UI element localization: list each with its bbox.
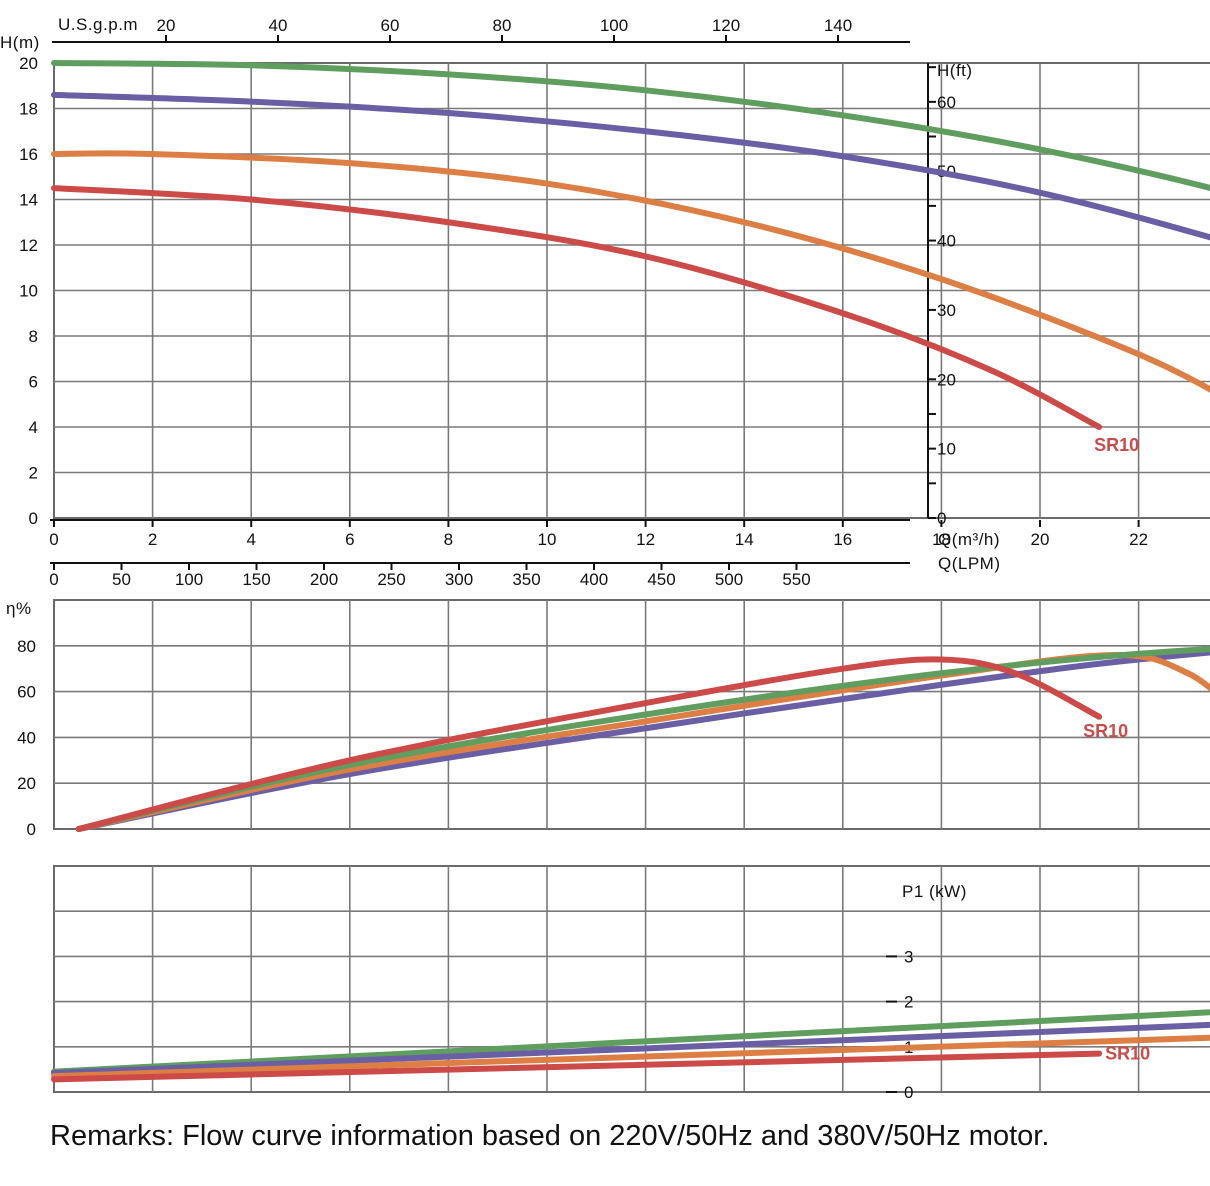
ft-tick-label: 20 bbox=[937, 370, 956, 389]
ft-axis-label: H(ft) bbox=[937, 61, 973, 80]
eff-curve-sr20 bbox=[75, 649, 1210, 832]
q-m3h-tick-label: 6 bbox=[345, 530, 354, 549]
pow-curve-sr20 bbox=[51, 1021, 1210, 1077]
head-y-tick: 12 bbox=[19, 236, 38, 255]
q-lpm-tick-label: 100 bbox=[175, 570, 203, 589]
head-curve-sr20 bbox=[51, 91, 1210, 241]
ft-tick-label: 10 bbox=[937, 440, 956, 459]
power-y-tick: 0 bbox=[904, 1083, 913, 1102]
q-m3h-tick-label: 20 bbox=[1031, 530, 1050, 549]
q-lpm-tick-label: 350 bbox=[512, 570, 540, 589]
efficiency-panel-frame bbox=[53, 599, 1210, 830]
q-lpm-tick-label: 50 bbox=[112, 570, 131, 589]
head-y-tick: 2 bbox=[29, 464, 38, 483]
head-y-tick: 20 bbox=[19, 54, 38, 73]
efficiency-y-tick: 80 bbox=[17, 637, 36, 656]
q-m3h-tick-label: 8 bbox=[444, 530, 453, 549]
pow-label-sr10: SR10 bbox=[1105, 1044, 1150, 1064]
gpm-axis-label: U.S.g.p.m bbox=[58, 15, 138, 34]
ft-tick-label: 60 bbox=[937, 93, 956, 112]
eff-curve-sr30 bbox=[75, 646, 1210, 832]
head-y-tick: 0 bbox=[29, 509, 38, 528]
pow-curve-sr10 bbox=[51, 1050, 1103, 1083]
head-label-sr10: SR10 bbox=[1094, 435, 1139, 455]
q-lpm-axis-label: Q(LPM) bbox=[938, 554, 1001, 573]
head-y-tick: 8 bbox=[29, 327, 38, 346]
efficiency-y-axis-label: η% bbox=[6, 599, 32, 618]
q-m3h-tick-label: 18 bbox=[932, 530, 951, 549]
head-y-tick: 16 bbox=[19, 145, 38, 164]
efficiency-y-tick: 0 bbox=[27, 820, 36, 839]
head-curve-sr30 bbox=[51, 60, 1210, 191]
gpm-tick-label: 120 bbox=[712, 16, 740, 35]
power-y-tick: 2 bbox=[904, 993, 913, 1012]
ft-tick-label: 0 bbox=[937, 509, 946, 528]
gpm-tick-label: 40 bbox=[269, 16, 288, 35]
q-lpm-tick-label: 200 bbox=[310, 570, 338, 589]
eff-curve-sr10 bbox=[75, 656, 1103, 832]
head-curve-sr10 bbox=[51, 185, 1103, 430]
efficiency-y-tick: 60 bbox=[17, 683, 36, 702]
q-lpm-tick-label: 500 bbox=[715, 570, 743, 589]
q-lpm-tick-label: 250 bbox=[377, 570, 405, 589]
gpm-tick-label: 60 bbox=[381, 16, 400, 35]
power-y-tick: 3 bbox=[904, 947, 913, 966]
q-lpm-tick-label: 300 bbox=[445, 570, 473, 589]
remarks-text: Remarks: Flow curve information based on… bbox=[50, 1120, 1050, 1152]
head-y-tick: 14 bbox=[19, 191, 38, 210]
efficiency-y-tick: 40 bbox=[17, 728, 36, 747]
q-m3h-tick-label: 12 bbox=[636, 530, 655, 549]
ft-tick-label: 40 bbox=[937, 232, 956, 251]
gpm-tick-label: 20 bbox=[157, 16, 176, 35]
gpm-tick-label: 80 bbox=[493, 16, 512, 35]
head-y-tick: 18 bbox=[19, 100, 38, 119]
head-y-tick: 4 bbox=[29, 418, 38, 437]
eff-label-sr10: SR10 bbox=[1083, 721, 1128, 741]
gpm-tick-label: 140 bbox=[824, 16, 852, 35]
q-m3h-tick-label: 0 bbox=[49, 530, 58, 549]
q-lpm-tick-label: 0 bbox=[49, 570, 58, 589]
power-y-axis-label: P1 (kW) bbox=[902, 882, 967, 901]
q-m3h-tick-label: 4 bbox=[246, 530, 255, 549]
efficiency-y-tick: 20 bbox=[17, 774, 36, 793]
q-m3h-tick-label: 22 bbox=[1129, 530, 1148, 549]
q-lpm-tick-label: 450 bbox=[647, 570, 675, 589]
q-m3h-tick-label: 14 bbox=[735, 530, 754, 549]
head-curve-sr15 bbox=[51, 150, 1210, 393]
q-m3h-tick-label: 16 bbox=[833, 530, 852, 549]
q-m3h-tick-label: 2 bbox=[148, 530, 157, 549]
eff-curve-sr15 bbox=[75, 651, 1210, 832]
head-y-tick: 6 bbox=[29, 373, 38, 392]
q-lpm-tick-label: 400 bbox=[580, 570, 608, 589]
head-y-tick: 10 bbox=[19, 282, 38, 301]
pow-curve-sr30 bbox=[51, 1009, 1210, 1075]
q-m3h-axis-label: Q(m³/h) bbox=[938, 530, 1000, 549]
q-lpm-tick-label: 550 bbox=[782, 570, 810, 589]
ft-tick-label: 30 bbox=[937, 301, 956, 320]
q-m3h-tick-label: 10 bbox=[538, 530, 557, 549]
gpm-tick-label: 100 bbox=[600, 16, 628, 35]
q-lpm-tick-label: 150 bbox=[242, 570, 270, 589]
pow-curve-sr15 bbox=[51, 1034, 1210, 1080]
head-y-axis-label: H(m) bbox=[0, 33, 40, 52]
